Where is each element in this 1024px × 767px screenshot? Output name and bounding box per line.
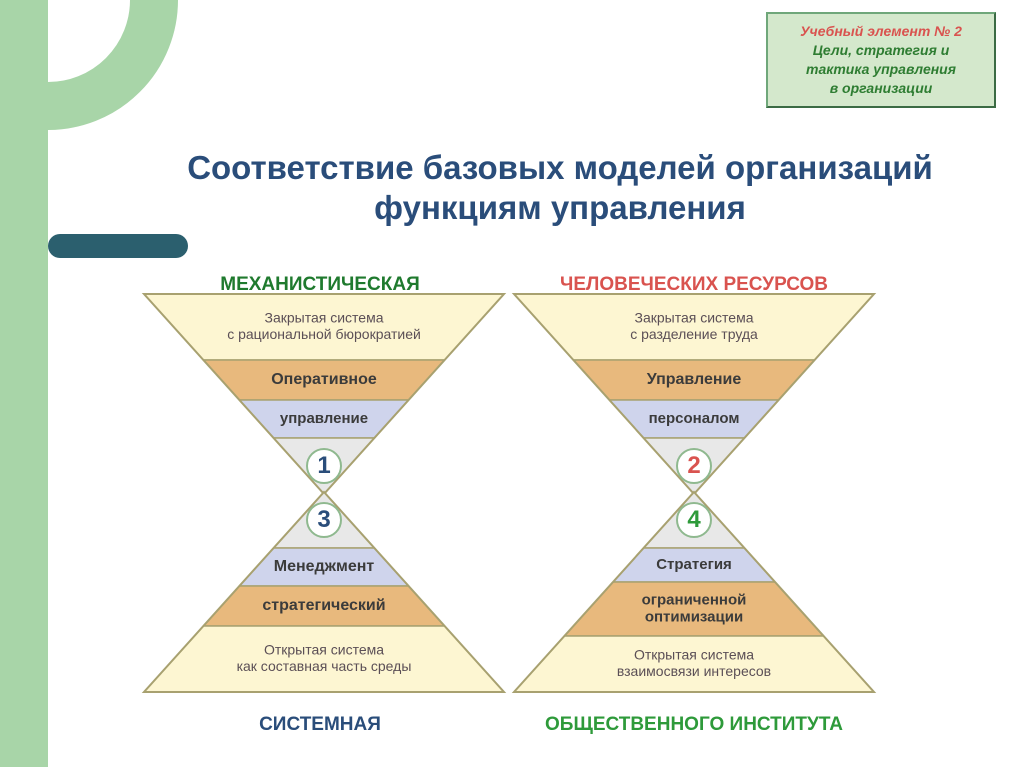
pyramid-pyr3: Менеджмент стратегический Открытая система… bbox=[144, 492, 504, 692]
pyramid-pyr4: Стратегия ограниченнойоптимизации Открытая… bbox=[514, 492, 874, 692]
svg-text:Стратегия: Стратегия bbox=[656, 556, 732, 573]
pyramid-pyr1: Закрытая системас рациональной бюрократи… bbox=[144, 294, 504, 494]
info-box-line2b: тактика управления bbox=[774, 60, 988, 79]
decor-bar bbox=[48, 234, 188, 258]
svg-text:Закрытая система: Закрытая система bbox=[635, 310, 754, 326]
svg-text:Открытая система: Открытая система bbox=[634, 647, 754, 663]
svg-text:с рациональной бюрократией: с рациональной бюрократией bbox=[227, 326, 421, 342]
svg-text:Менеджмент: Менеджмент bbox=[274, 558, 375, 575]
svg-text:Управление: Управление bbox=[647, 371, 742, 388]
svg-text:с разделение труда: с разделение труда bbox=[630, 326, 758, 342]
pyramid-number-pyr3: 3 bbox=[306, 502, 342, 538]
quadrant-label-sys: СИСТЕМНАЯ bbox=[140, 714, 500, 736]
info-box-line2c: в организации bbox=[774, 79, 988, 98]
pyramid-number-pyr1: 1 bbox=[306, 448, 342, 484]
info-box-line1: Учебный элемент № 2 bbox=[774, 22, 988, 41]
side-bar bbox=[0, 0, 48, 767]
info-box: Учебный элемент № 2 Цели, стратегия и та… bbox=[766, 12, 996, 108]
svg-text:персоналом: персоналом bbox=[649, 410, 740, 427]
svg-text:оптимизации: оптимизации bbox=[645, 609, 743, 626]
info-box-line2a: Цели, стратегия и bbox=[774, 41, 988, 60]
corner-curve bbox=[48, 0, 268, 130]
pyramid-number-pyr2: 2 bbox=[676, 448, 712, 484]
quadrant-label-hr: ЧЕЛОВЕЧЕСКИХ РЕСУРСОВ bbox=[514, 274, 874, 296]
svg-text:стратегический: стратегический bbox=[262, 597, 385, 614]
page-title: Соответствие базовых моделей организаций… bbox=[120, 148, 1000, 227]
quadrant-label-mech: МЕХАНИСТИЧЕСКАЯ bbox=[140, 274, 500, 296]
svg-text:как составная часть среды: как составная часть среды bbox=[237, 658, 412, 674]
svg-text:управление: управление bbox=[280, 410, 368, 427]
pyramid-number-pyr4: 4 bbox=[676, 502, 712, 538]
svg-text:взаимосвязи интересов: взаимосвязи интересов bbox=[617, 663, 771, 679]
svg-text:Закрытая система: Закрытая система bbox=[265, 310, 384, 326]
pyramid-pyr2: Закрытая системас разделение труда Управл… bbox=[514, 294, 874, 494]
svg-text:Открытая система: Открытая система bbox=[264, 642, 384, 658]
quadrant-label-soc: ОБЩЕСТВЕННОГО ИНСТИТУТА bbox=[514, 714, 874, 736]
svg-text:ограниченной: ограниченной bbox=[642, 591, 747, 608]
svg-text:Оперативное: Оперативное bbox=[271, 371, 377, 388]
